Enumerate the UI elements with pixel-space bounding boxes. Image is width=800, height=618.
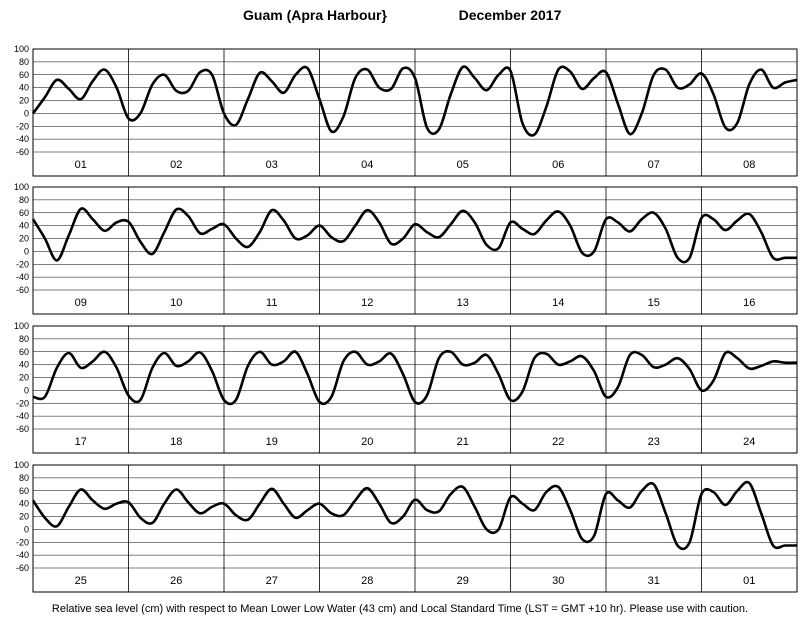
day-label: 09 xyxy=(75,297,87,309)
y-tick-label: -20 xyxy=(16,121,29,131)
day-label: 29 xyxy=(457,575,469,587)
y-tick-label: 60 xyxy=(19,347,29,357)
y-tick-label: 100 xyxy=(14,460,29,470)
day-label: 28 xyxy=(361,575,373,587)
tide-series-line xyxy=(31,480,797,551)
day-label: 22 xyxy=(552,436,564,448)
y-tick-label: 40 xyxy=(19,221,29,231)
day-label: 11 xyxy=(266,297,277,309)
y-tick-label: 80 xyxy=(19,195,29,205)
y-tick-label: -20 xyxy=(16,398,29,408)
tide-panel-4: -60 -40 -20 0 20 40 60 80 100 25 26 27 28 29 30 31 01 xyxy=(14,460,798,593)
y-tick-label: -20 xyxy=(16,537,29,547)
tide-series-line xyxy=(31,207,797,264)
y-tick-label: 100 xyxy=(14,182,29,192)
day-label: 03 xyxy=(266,159,278,171)
chart-footer: Relative sea level (cm) with respect to … xyxy=(52,603,748,615)
day-label: 05 xyxy=(457,159,469,171)
y-tick-label: -40 xyxy=(16,550,29,560)
y-tick-label: 0 xyxy=(24,385,29,395)
y-tick-label: 0 xyxy=(24,108,29,118)
y-tick-label: -20 xyxy=(16,259,29,269)
day-label: 19 xyxy=(266,436,278,448)
day-label: 24 xyxy=(743,436,755,448)
day-label: 08 xyxy=(743,159,755,171)
day-label: 17 xyxy=(75,436,87,448)
tide-series-line xyxy=(32,350,798,406)
day-label: 26 xyxy=(170,575,182,587)
day-label: 12 xyxy=(361,297,373,309)
day-label: 27 xyxy=(266,575,278,587)
day-label: 23 xyxy=(648,436,660,448)
panel-frame xyxy=(32,464,798,593)
panel-frame xyxy=(32,186,798,315)
day-label: 18 xyxy=(170,436,182,448)
y-tick-label: 100 xyxy=(14,44,29,54)
day-label: 20 xyxy=(361,436,373,448)
y-tick-label: 20 xyxy=(19,234,29,244)
y-tick-label: 80 xyxy=(19,334,29,344)
day-label: 13 xyxy=(457,297,469,309)
y-tick-label: -60 xyxy=(16,563,29,573)
tide-panel-1: -60 -40 -20 0 20 40 60 80 100 01 02 03 04 05 06 07 08 xyxy=(14,44,798,177)
day-label: 21 xyxy=(457,436,469,448)
y-tick-label: 40 xyxy=(19,360,29,370)
day-label: 15 xyxy=(648,297,660,309)
y-tick-label: -60 xyxy=(16,147,29,157)
y-tick-label: -40 xyxy=(16,272,29,282)
day-label: 25 xyxy=(75,575,87,587)
day-label: 10 xyxy=(170,297,182,309)
chart-title-location: Guam (Apra Harbour} xyxy=(243,7,387,23)
day-label: 16 xyxy=(743,297,755,309)
tide-series-line xyxy=(31,65,798,137)
y-tick-label: -60 xyxy=(16,424,29,434)
chart-title-month: December 2017 xyxy=(459,7,562,23)
y-tick-label: 80 xyxy=(19,473,29,483)
day-label: 04 xyxy=(361,159,373,171)
y-tick-label: -60 xyxy=(16,285,29,295)
y-tick-label: 20 xyxy=(19,373,29,383)
y-tick-label: -40 xyxy=(16,134,29,144)
y-tick-label: 60 xyxy=(19,486,29,496)
y-tick-label: 0 xyxy=(24,246,29,256)
day-label: 31 xyxy=(648,575,660,587)
day-label: 06 xyxy=(552,159,564,171)
y-tick-label: 60 xyxy=(19,70,29,80)
day-label: 30 xyxy=(552,575,564,587)
y-tick-label: 20 xyxy=(19,512,29,522)
y-tick-label: 20 xyxy=(19,96,29,106)
tide-panel-2: -60 -40 -20 0 20 40 60 80 100 09 10 11 12 13 14 15 16 xyxy=(14,182,798,315)
y-tick-label: 0 xyxy=(24,524,29,534)
y-tick-label: -40 xyxy=(16,411,29,421)
day-label: 14 xyxy=(552,297,564,309)
tide-panel-3: -60 -40 -20 0 20 40 60 80 100 17 18 19 20 21 22 23 24 xyxy=(14,321,798,454)
panel-frame xyxy=(32,325,798,454)
y-tick-label: 40 xyxy=(19,499,29,509)
day-label: 02 xyxy=(170,159,182,171)
y-tick-label: 100 xyxy=(14,321,29,331)
day-label: 07 xyxy=(648,159,660,171)
y-tick-label: 40 xyxy=(19,83,29,93)
day-label: 01 xyxy=(75,159,87,171)
y-tick-label: 80 xyxy=(19,57,29,67)
y-tick-label: 60 xyxy=(19,208,29,218)
day-label: 01 xyxy=(743,575,755,587)
